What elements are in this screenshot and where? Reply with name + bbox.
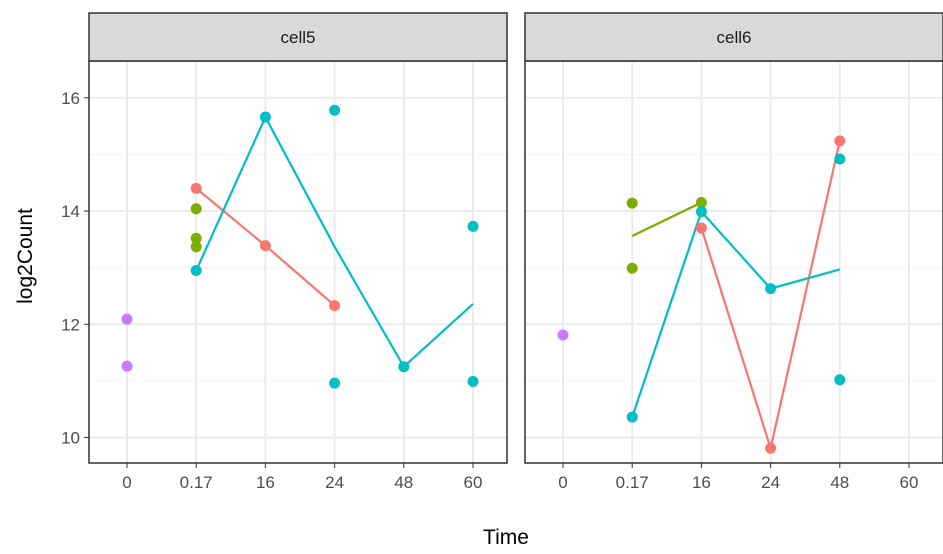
y-tick-label: 10: [61, 429, 80, 448]
facet-strip: [88, 12, 508, 62]
y-tick-label: 12: [61, 315, 80, 334]
panel-cell6: cell6 0 0.17 16 24 48 60: [524, 12, 943, 492]
data-point-teal: [626, 411, 638, 423]
data-point-teal: [695, 206, 707, 218]
x-axis-title: Time: [483, 526, 529, 549]
data-point-teal: [834, 153, 846, 165]
data-point-green: [190, 241, 202, 253]
plot-background: [89, 61, 507, 463]
data-point-teal: [467, 220, 479, 232]
x-tick-label: 0: [122, 473, 131, 492]
data-point-purple: [121, 360, 133, 372]
x-tick-label: 16: [692, 473, 711, 492]
data-point-green: [190, 203, 202, 215]
x-tick-label: 0: [558, 473, 567, 492]
data-point-red: [329, 300, 341, 312]
data-point-red: [765, 442, 777, 454]
panels-layer: cell5 0 0.17 16 24 48 60 10 12 14 16 cell6 0 0.17 16 24…: [61, 12, 943, 492]
y-tick-label: 14: [61, 202, 80, 221]
data-point-teal: [834, 374, 846, 386]
y-tick-label: 16: [61, 89, 80, 108]
data-point-green: [695, 197, 707, 209]
x-tick-label: 48: [394, 473, 413, 492]
data-point-red: [259, 240, 271, 252]
facet-strip: [524, 12, 943, 62]
facet-strip-label: cell5: [281, 28, 316, 47]
x-tick-label: 0.17: [180, 473, 213, 492]
series-line-teal: [195, 114, 474, 369]
data-point-teal: [190, 264, 202, 276]
plot-background: [525, 61, 943, 463]
data-point-green: [626, 197, 638, 209]
data-point-teal: [329, 104, 341, 116]
series-line-green: [631, 201, 702, 237]
x-tick-label: 0.17: [616, 473, 649, 492]
x-tick-label: 16: [256, 473, 275, 492]
x-tick-label: 24: [325, 473, 344, 492]
data-point-red: [834, 135, 846, 147]
data-point-teal: [259, 111, 271, 123]
data-point-green: [190, 232, 202, 244]
panel-content: [557, 135, 846, 454]
panel-cell5: cell5 0 0.17 16 24 48 60 10 12 14 16: [61, 12, 508, 492]
x-tick-label: 60: [464, 473, 483, 492]
data-point-red: [190, 182, 202, 194]
data-point-teal: [467, 375, 479, 387]
data-point-teal: [765, 283, 777, 295]
data-point-teal: [329, 377, 341, 389]
facet-strip-label: cell6: [717, 28, 752, 47]
data-point-purple: [121, 313, 133, 325]
x-tick-label: 60: [900, 473, 919, 492]
data-point-green: [626, 262, 638, 274]
y-axis-title: log2Count: [14, 208, 37, 304]
data-point-purple: [557, 329, 569, 341]
x-tick-label: 24: [761, 473, 780, 492]
series-line-teal: [631, 209, 841, 418]
panel-content: [121, 104, 479, 389]
x-tick-label: 48: [830, 473, 849, 492]
data-point-red: [695, 222, 707, 234]
data-point-teal: [398, 361, 410, 373]
